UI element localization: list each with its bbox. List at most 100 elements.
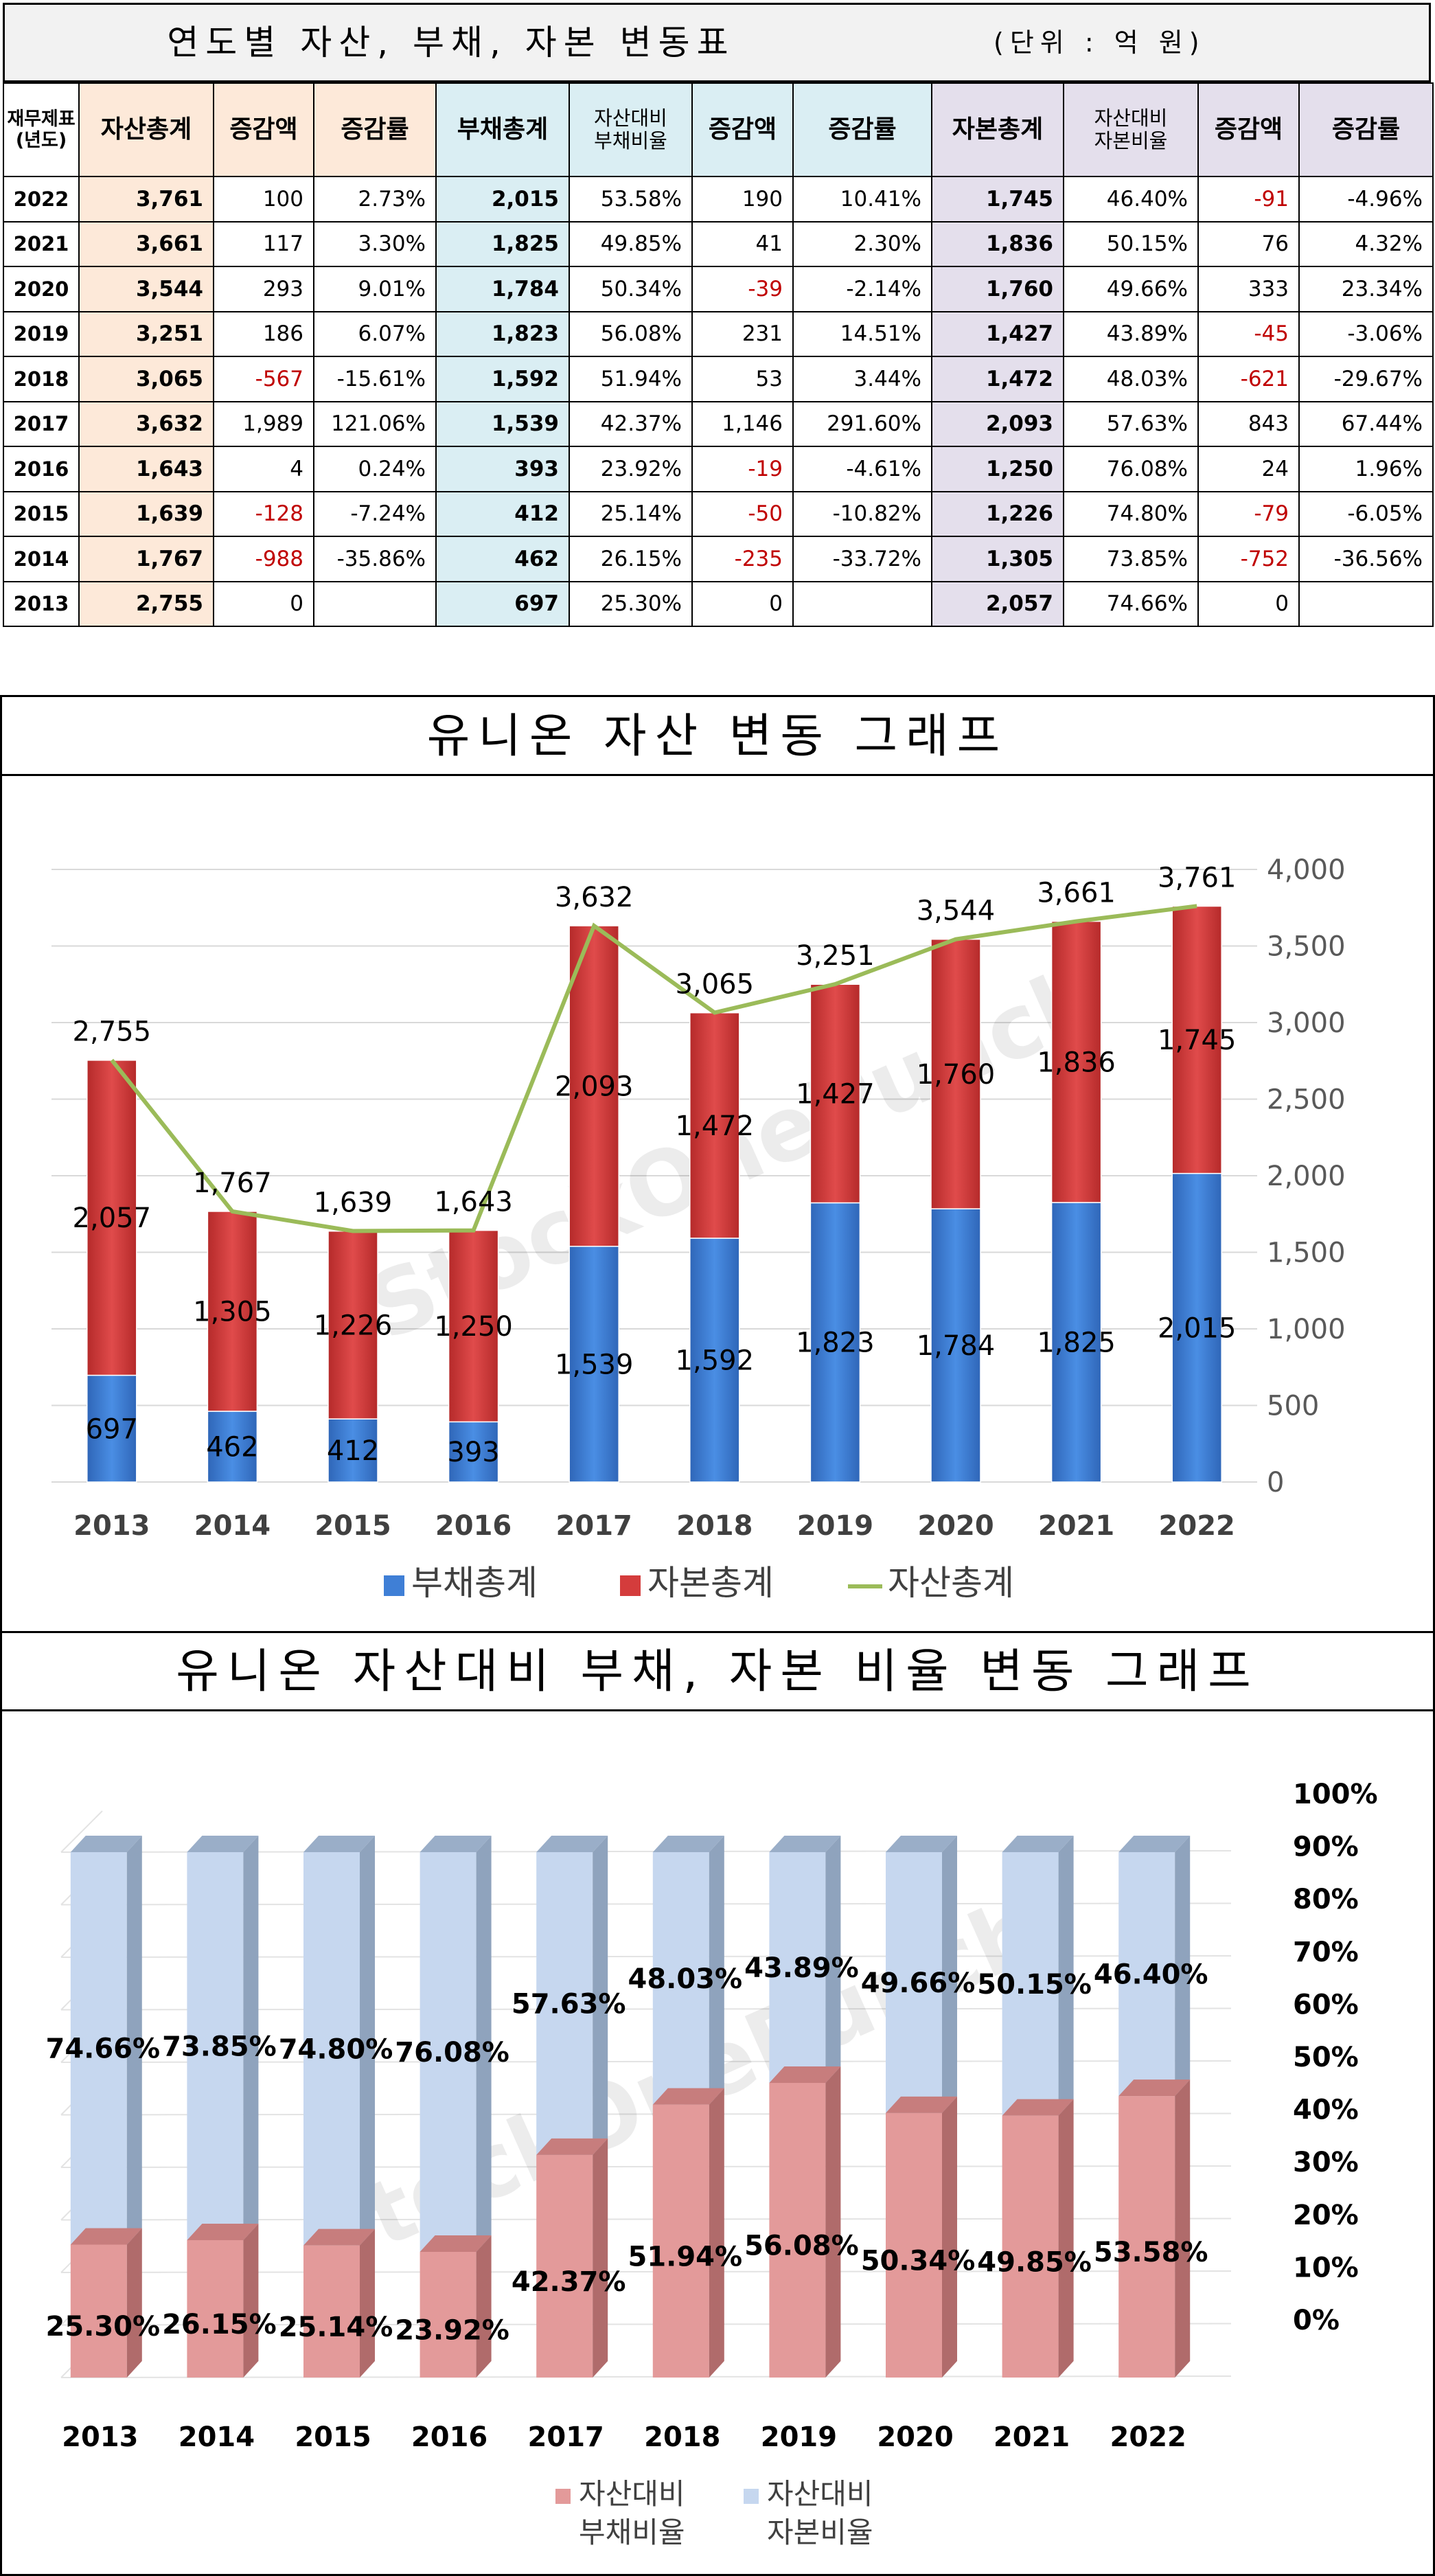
y-tick-label: 3,000 xyxy=(1267,1007,1346,1039)
cell-e-ratio: 74.80% xyxy=(1063,490,1199,537)
equity-segment-side xyxy=(709,1836,724,2105)
header-year-text: 재무제표 (년도) xyxy=(7,108,76,151)
debt-segment xyxy=(70,2244,127,2378)
legend-equity-label: 자산대비 자본비율 xyxy=(767,2477,873,2549)
equity-value-label: 1,760 xyxy=(917,1059,996,1091)
debt-ratio-label: 51.94% xyxy=(628,2241,742,2272)
cell-d-chg: -39 xyxy=(691,266,794,312)
asset-chart-section: 유니온 자산 변동 그래프 0 500 1,000 1,500 2,000 2,500 3,… xyxy=(0,695,1435,1633)
cell-d-ratio: 49.85% xyxy=(569,220,693,267)
equity-segment xyxy=(420,1852,477,2253)
cell-d-chg: 190 xyxy=(691,176,794,223)
equity-bar xyxy=(1051,920,1102,1203)
cell-e-rate: -4.96% xyxy=(1298,176,1434,223)
legend-debt-line: 자산대비 xyxy=(579,2477,685,2511)
debt-segment xyxy=(652,2104,709,2378)
cell-a-chg: 4 xyxy=(213,446,314,492)
cell-e-rate: 4.32% xyxy=(1298,220,1434,267)
financial-table: 재무제표 (년도) 자산총계 증감액 증감률 부채총계 자산대비 부채비율 증감… xyxy=(3,82,1434,627)
header-debt-ratio: 자산대비 부채비율 xyxy=(569,82,693,177)
cell-d-ratio: 26.15% xyxy=(569,536,693,582)
asset-total-label: 3,065 xyxy=(676,969,755,1001)
equity-value-label: 1,226 xyxy=(314,1310,393,1341)
cell-e-rate: -6.05% xyxy=(1298,490,1434,537)
equity-ratio-label: 73.85% xyxy=(162,2031,277,2062)
cell-eq: 2,093 xyxy=(931,400,1064,447)
x-tick-label: 2019 xyxy=(761,2421,837,2453)
cell-eq: 1,745 xyxy=(931,176,1064,223)
equity-value-label: 1,427 xyxy=(796,1078,875,1110)
cell-d-ratio: 23.92% xyxy=(569,446,693,492)
cell-d-rate: 10.41% xyxy=(792,176,932,223)
cell-a-rate: 0.24% xyxy=(313,446,437,492)
asset-total-label: 3,544 xyxy=(917,896,996,927)
debt-segment-side xyxy=(593,2138,608,2378)
equity-segment-side xyxy=(243,1836,259,2240)
header-asset-total: 자산총계 xyxy=(78,82,214,177)
cell-debt: 1,784 xyxy=(435,266,570,312)
equity-ratio-label: 57.63% xyxy=(512,1988,626,2020)
debt-segment xyxy=(536,2154,593,2378)
debt-segment-side xyxy=(1175,2079,1191,2378)
cell-year: 2020 xyxy=(3,266,80,312)
cell-d-ratio: 56.08% xyxy=(569,310,693,357)
ratio-chart: 0%10%20%30%40%50%60%70%80%90%100%StockOn… xyxy=(45,1779,1377,2549)
cell-e-chg: -752 xyxy=(1197,536,1300,582)
debt-value-label: 1,825 xyxy=(1037,1327,1116,1359)
debt-value-label: 412 xyxy=(327,1435,379,1467)
cell-e-rate xyxy=(1298,580,1434,627)
y-tick-label: 30% xyxy=(1293,2147,1359,2178)
table-title-row: 연도별 자산, 부채, 자본 변동표 (단위 : 억 원) xyxy=(3,3,1431,82)
debt-bar xyxy=(689,1238,740,1483)
cell-e-chg: -91 xyxy=(1197,176,1300,223)
equity-segment-top xyxy=(1002,1836,1074,1852)
debt-bar xyxy=(930,1208,981,1483)
legend-equity-swatch xyxy=(744,2489,759,2504)
debt-bar xyxy=(1051,1202,1102,1483)
cell-e-rate: 67.44% xyxy=(1298,400,1434,447)
debt-segment xyxy=(769,2082,826,2378)
debt-ratio-label: 25.14% xyxy=(279,2312,393,2343)
cell-a-rate: -15.61% xyxy=(313,356,437,402)
cell-eq: 1,760 xyxy=(931,266,1064,312)
cell-year: 2014 xyxy=(3,536,80,582)
debt-value-label: 1,784 xyxy=(917,1330,996,1362)
cell-a-rate: 3.30% xyxy=(313,220,437,267)
table-title: 연도별 자산, 부채, 자본 변동표 xyxy=(167,23,735,62)
cell-a-rate: -7.24% xyxy=(313,490,437,537)
cell-debt: 1,539 xyxy=(435,400,570,447)
cell-a-chg: 293 xyxy=(213,266,314,312)
cell-eq: 1,836 xyxy=(931,220,1064,267)
debt-bar xyxy=(810,1202,861,1483)
cell-e-chg: 333 xyxy=(1197,266,1300,312)
cell-d-chg: 0 xyxy=(691,580,794,627)
equity-segment-side xyxy=(825,1836,841,2083)
x-tick-label: 2015 xyxy=(295,2421,371,2453)
cell-asset: 3,761 xyxy=(78,176,214,223)
debt-segment-top xyxy=(1002,2099,1074,2116)
cell-eq: 1,305 xyxy=(931,536,1064,582)
equity-segment-top xyxy=(1118,1836,1191,1852)
cell-d-chg: 231 xyxy=(691,310,794,357)
equity-ratio-label: 50.15% xyxy=(977,1969,1092,2001)
equity-value-label: 2,093 xyxy=(555,1071,634,1102)
header-asset-rate: 증감률 xyxy=(313,82,437,177)
legend-asset-label: 자산총계 xyxy=(888,1563,1014,1603)
cell-e-chg: -45 xyxy=(1197,310,1300,357)
legend-debt-label: 자산대비 부채비율 xyxy=(579,2477,685,2549)
x-tick-label: 2015 xyxy=(314,1510,391,1542)
asset-total-line xyxy=(110,904,1197,1233)
equity-segment-top xyxy=(536,1836,608,1852)
cell-d-rate: -2.14% xyxy=(792,266,932,312)
cell-d-ratio: 25.30% xyxy=(569,580,693,627)
x-tick-label: 2021 xyxy=(994,2421,1070,2453)
cell-e-chg: 76 xyxy=(1197,220,1300,267)
y-tick-label: 50% xyxy=(1293,2042,1359,2073)
x-tick-label: 2020 xyxy=(917,1510,994,1542)
header-equity-change: 증감액 xyxy=(1197,82,1300,177)
debt-segment-top xyxy=(70,2228,142,2245)
y-tick-label: 3,500 xyxy=(1267,931,1346,963)
cell-e-ratio: 73.85% xyxy=(1063,536,1199,582)
debt-ratio-label: 25.30% xyxy=(45,2311,160,2343)
